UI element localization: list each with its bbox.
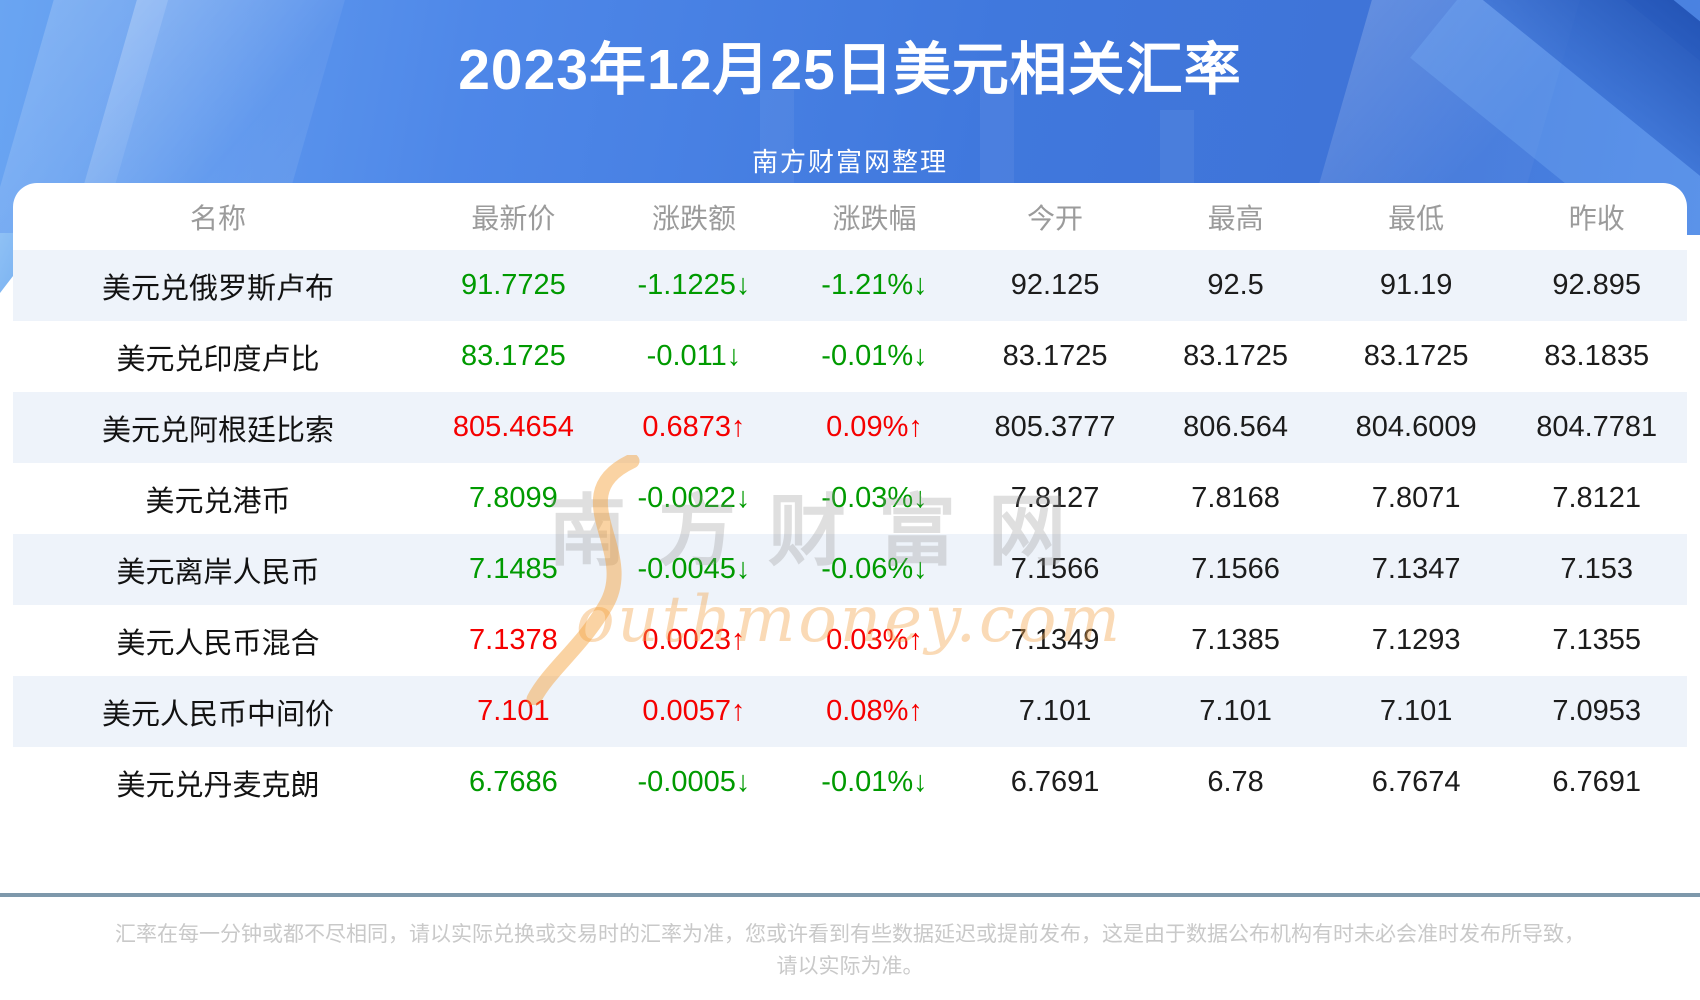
cell-change-amount: -1.1225↓	[637, 269, 751, 301]
cell-change-amount: -0.011↓	[646, 340, 742, 372]
cell-change-percent: -0.03%↓	[821, 482, 928, 514]
cell-latest-price: 6.7686	[469, 766, 558, 798]
cell-low: 7.1347	[1371, 553, 1461, 585]
cell-change-percent: -1.21%↓	[821, 269, 928, 301]
table-row: 美元兑俄罗斯卢布 91.7725 -1.1225↓ -1.21%↓ 92.125…	[13, 250, 1687, 321]
table-row: 美元人民币中间价 7.101 0.0057↑ 0.08%↑ 7.101 7.10…	[13, 676, 1687, 747]
column-header-high: 最高	[1207, 202, 1264, 234]
cell-pair-name: 美元兑阿根廷比索	[102, 414, 335, 447]
rates-table-body: 美元兑俄罗斯卢布 91.7725 -1.1225↓ -1.21%↓ 92.125…	[13, 250, 1687, 818]
cell-latest-price: 7.101	[477, 695, 550, 727]
cell-low: 7.8071	[1371, 482, 1461, 514]
cell-low: 91.19	[1379, 269, 1453, 301]
footer-divider	[0, 893, 1700, 897]
cell-high: 7.8168	[1191, 482, 1280, 514]
cell-high: 83.1725	[1183, 340, 1288, 372]
cell-change-amount: -0.0022↓	[637, 482, 751, 514]
cell-low: 83.1725	[1363, 340, 1469, 372]
cell-change-amount: 0.0057↑	[642, 695, 746, 727]
cell-low: 7.1293	[1371, 624, 1461, 656]
cell-prev-close: 7.153	[1560, 553, 1633, 585]
table-header-row: 名称 最新价 涨跌额 涨跌幅 今开 最高 最低 昨收	[13, 183, 1687, 250]
cell-change-amount: -0.0005↓	[637, 766, 751, 798]
cell-low: 6.7674	[1371, 766, 1461, 798]
column-header-change: 涨跌额	[651, 202, 736, 234]
cell-prev-close: 804.7781	[1536, 411, 1658, 443]
cell-high: 7.1566	[1191, 553, 1280, 585]
cell-high: 92.5	[1207, 269, 1264, 301]
cell-pair-name: 美元兑港币	[145, 485, 291, 518]
cell-open: 83.1725	[1002, 340, 1108, 372]
table-row: 美元兑港币 7.8099 -0.0022↓ -0.03%↓ 7.8127 7.8…	[13, 463, 1687, 534]
cell-change-percent: -0.06%↓	[821, 553, 928, 585]
cell-change-percent: -0.01%↓	[821, 766, 928, 798]
cell-low: 7.101	[1379, 695, 1453, 727]
cell-change-amount: 0.6873↑	[642, 411, 746, 443]
cell-open: 6.7691	[1010, 766, 1100, 798]
table-row: 美元人民币混合 7.1378 0.0023↑ 0.03%↑ 7.1349 7.1…	[13, 605, 1687, 676]
cell-prev-close: 7.1355	[1552, 624, 1642, 656]
column-header-change-pct: 涨跌幅	[832, 202, 917, 234]
cell-change-percent: -0.01%↓	[821, 340, 928, 372]
cell-pair-name: 美元人民币混合	[116, 627, 320, 660]
footer-disclaimer: 汇率在每一分钟或都不尽相同，请以实际兑换或交易时的汇率为准，您或许看到有些数据延…	[0, 919, 1700, 983]
page-title: 2023年12月25日美元相关汇率	[458, 38, 1242, 102]
table-row: 美元兑阿根廷比索 805.4654 0.6873↑ 0.09%↑ 805.377…	[13, 392, 1687, 463]
column-header-name: 名称	[190, 202, 247, 234]
cell-change-percent: 0.03%↑	[826, 624, 923, 656]
column-header-prev-close: 昨收	[1568, 202, 1625, 234]
cell-open: 7.101	[1018, 695, 1092, 727]
column-header-latest: 最新价	[471, 202, 556, 234]
cell-open: 7.8127	[1010, 482, 1100, 514]
cell-high: 7.101	[1199, 695, 1272, 727]
cell-high: 806.564	[1183, 411, 1288, 443]
column-header-open: 今开	[1027, 202, 1084, 234]
footer-disclaimer-line2: 请以实际为准。	[776, 955, 924, 978]
cell-latest-price: 91.7725	[460, 269, 566, 301]
cell-open: 805.3777	[994, 411, 1116, 443]
cell-pair-name: 美元兑印度卢比	[116, 343, 320, 376]
cell-latest-price: 805.4654	[452, 411, 574, 443]
cell-prev-close: 6.7691	[1552, 766, 1642, 798]
cell-pair-name: 美元兑俄罗斯卢布	[102, 272, 335, 305]
cell-pair-name: 美元兑丹麦克朗	[116, 769, 320, 802]
cell-change-amount: 0.0023↑	[642, 624, 746, 656]
cell-latest-price: 7.8099	[469, 482, 558, 514]
cell-prev-close: 83.1835	[1544, 340, 1650, 372]
cell-change-amount: -0.0045↓	[637, 553, 751, 585]
cell-high: 6.78	[1207, 766, 1264, 798]
table-row: 美元兑丹麦克朗 6.7686 -0.0005↓ -0.01%↓ 6.7691 6…	[13, 747, 1687, 818]
rates-table-card: 南方财富网 outhmoney.com 名称 最新价 涨跌额 涨跌幅 今开 最高…	[13, 183, 1687, 818]
cell-open: 7.1349	[1010, 624, 1100, 656]
cell-latest-price: 83.1725	[460, 340, 566, 372]
cell-open: 7.1566	[1010, 553, 1100, 585]
cell-latest-price: 7.1485	[469, 553, 558, 585]
cell-low: 804.6009	[1355, 411, 1477, 443]
cell-prev-close: 7.8121	[1552, 482, 1642, 514]
footer-disclaimer-line1: 汇率在每一分钟或都不尽相同，请以实际兑换或交易时的汇率为准，您或许看到有些数据延…	[115, 923, 1585, 946]
cell-pair-name: 美元人民币中间价	[102, 698, 335, 731]
cell-change-percent: 0.08%↑	[826, 695, 923, 727]
column-header-low: 最低	[1388, 202, 1445, 234]
table-row: 美元兑印度卢比 83.1725 -0.011↓ -0.01%↓ 83.1725 …	[13, 321, 1687, 392]
cell-pair-name: 美元离岸人民币	[116, 556, 320, 589]
table-row: 美元离岸人民币 7.1485 -0.0045↓ -0.06%↓ 7.1566 7…	[13, 534, 1687, 605]
cell-open: 92.125	[1010, 269, 1100, 301]
cell-latest-price: 7.1378	[469, 624, 558, 656]
page-subtitle: 南方财富网整理	[751, 147, 948, 177]
cell-prev-close: 92.895	[1552, 269, 1642, 301]
cell-prev-close: 7.0953	[1552, 695, 1642, 727]
cell-high: 7.1385	[1191, 624, 1280, 656]
rates-table: 名称 最新价 涨跌额 涨跌幅 今开 最高 最低 昨收 美元兑俄罗斯卢布 91.7…	[13, 183, 1687, 818]
cell-change-percent: 0.09%↑	[826, 411, 923, 443]
